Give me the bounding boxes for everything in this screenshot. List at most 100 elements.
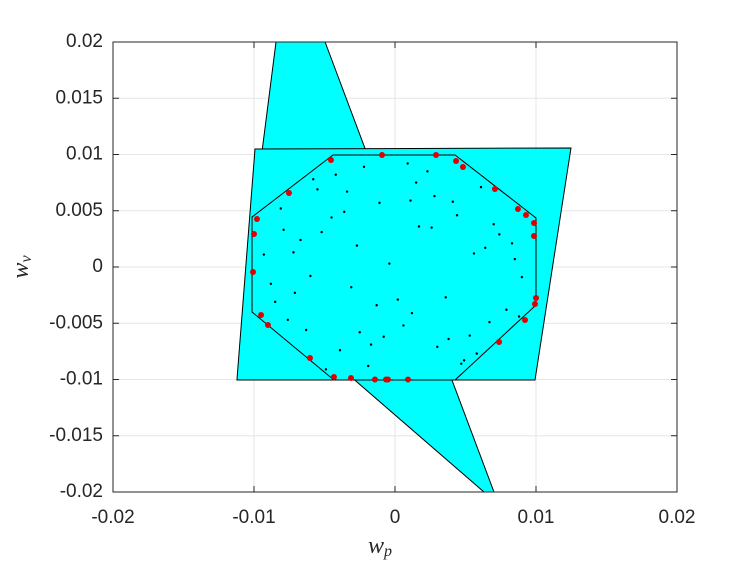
- point: [338, 349, 342, 352]
- point: [330, 374, 337, 381]
- point: [451, 200, 455, 203]
- point: [262, 253, 266, 256]
- point: [460, 362, 463, 365]
- point: [309, 274, 312, 278]
- point: [334, 173, 337, 176]
- point: [258, 312, 265, 319]
- point: [371, 376, 378, 383]
- x-tick-label: 0: [390, 507, 401, 528]
- point: [304, 328, 308, 332]
- point: [468, 334, 471, 337]
- point: [306, 355, 313, 362]
- y-tick-label: -0.015: [49, 425, 103, 446]
- x-label-sub: p: [383, 543, 392, 560]
- point: [475, 352, 478, 355]
- point: [510, 242, 514, 245]
- point: [293, 291, 297, 295]
- point: [382, 376, 389, 383]
- point: [498, 233, 501, 236]
- y-tick-label: 0: [92, 256, 103, 277]
- point: [533, 295, 539, 302]
- point: [269, 282, 273, 286]
- point: [430, 226, 433, 229]
- point: [514, 205, 521, 212]
- point: [324, 368, 328, 371]
- point: [299, 238, 302, 242]
- x-axis-label: wp: [368, 533, 392, 560]
- point: [406, 162, 409, 165]
- region: [251, 154, 537, 381]
- point: [312, 178, 315, 181]
- point: [433, 151, 440, 158]
- point: [417, 225, 421, 228]
- point: [355, 244, 359, 247]
- point: [479, 185, 483, 189]
- point: [343, 210, 346, 214]
- x-tick-label: 0.02: [659, 507, 696, 528]
- point: [253, 215, 260, 222]
- y-tick-label: 0.01: [66, 144, 103, 165]
- point: [362, 165, 366, 169]
- point: [532, 301, 539, 308]
- point: [472, 252, 476, 255]
- point: [379, 151, 386, 158]
- point: [250, 268, 257, 275]
- point: [264, 322, 271, 329]
- point: [367, 364, 370, 368]
- point: [513, 257, 517, 261]
- point: [488, 320, 491, 324]
- y-tick-label: -0.02: [60, 481, 103, 502]
- y-tick-label: 0.02: [66, 31, 103, 52]
- point: [517, 315, 521, 318]
- point: [492, 223, 495, 226]
- point: [410, 311, 414, 315]
- point: [402, 324, 405, 327]
- point: [282, 228, 285, 232]
- point: [444, 296, 447, 299]
- point: [505, 308, 508, 311]
- point: [388, 262, 391, 265]
- x-tick-label: -0.02: [91, 507, 134, 528]
- point: [316, 188, 319, 191]
- point: [273, 300, 277, 304]
- point: [404, 376, 411, 383]
- point: [369, 343, 373, 346]
- point: [455, 214, 459, 217]
- point: [396, 298, 400, 301]
- point: [520, 275, 524, 279]
- point: [522, 212, 529, 219]
- y-tick-label: -0.01: [60, 369, 103, 390]
- point: [522, 316, 529, 323]
- point: [378, 201, 381, 205]
- point: [350, 286, 353, 289]
- point: [286, 318, 290, 322]
- point: [348, 375, 355, 382]
- y-label-sub: v: [18, 255, 35, 263]
- y-tick-label: -0.005: [49, 312, 103, 333]
- region: [236, 147, 572, 381]
- point: [330, 216, 333, 219]
- plot-area: [236, 42, 572, 492]
- ticks: -0.02 -0.01 0 0.01 0.02 -0.02 -0.015 -0.01 -0.00…: [49, 31, 695, 528]
- point: [496, 339, 503, 346]
- point: [491, 186, 498, 193]
- point: [292, 251, 295, 254]
- point: [426, 170, 429, 173]
- y-tick-label: 0.015: [55, 87, 103, 108]
- y-axis-label: wv: [8, 255, 35, 279]
- point: [433, 194, 436, 198]
- x-label-main: w: [368, 533, 384, 559]
- x-tick-label: 0.01: [518, 507, 555, 528]
- point: [414, 181, 418, 184]
- point: [484, 246, 487, 250]
- point: [531, 220, 538, 227]
- point: [279, 207, 282, 210]
- point: [285, 189, 292, 196]
- point: [409, 199, 412, 202]
- point: [531, 232, 538, 239]
- point: [375, 304, 378, 307]
- y-label-main: w: [8, 263, 34, 279]
- y-tick-label: 0.005: [55, 200, 103, 221]
- point: [327, 157, 334, 164]
